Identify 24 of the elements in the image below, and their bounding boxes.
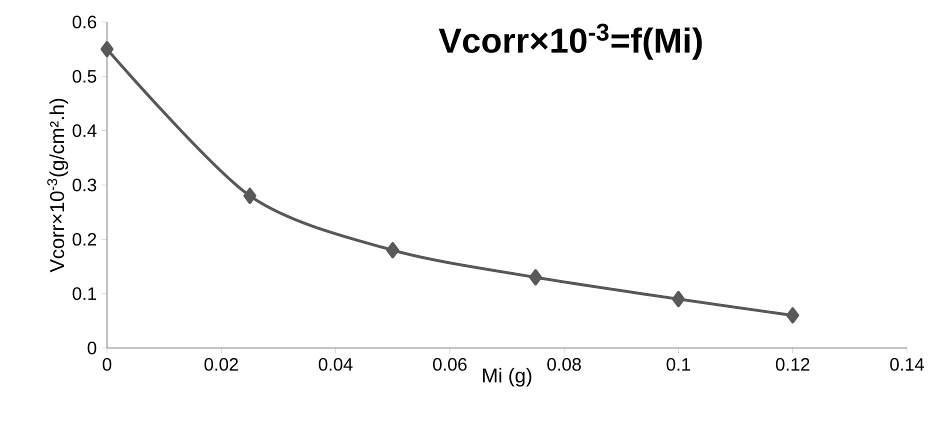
x-tick-label: 0.02: [204, 358, 238, 371]
y-tick-label: 0.3: [72, 178, 96, 192]
x-axis-title: Mi (g): [483, 368, 532, 387]
y-tick-label: 0: [88, 342, 96, 354]
chart-title: Vcorr×10$^{-3}$=f(Mi): [438, 24, 702, 60]
point: [243, 188, 256, 204]
x-tick-label: 0.14: [890, 358, 924, 371]
x-tick-label: 0.12: [776, 358, 810, 371]
y-tick-label: 0.2: [72, 232, 96, 246]
y-tick-label: 0.6: [72, 16, 96, 28]
x-tick-label: 0.1: [666, 358, 690, 371]
x-tick-label: 0: [102, 358, 112, 371]
y-tick-label: 0.1: [72, 287, 96, 300]
point: [100, 41, 114, 58]
point: [672, 290, 685, 308]
point: [386, 242, 400, 258]
y-axis-title: Vcorr×10$^{-3}$(g/cm².h): [47, 98, 68, 272]
x-tick-label: 0.04: [318, 358, 353, 371]
x-tick-label: 0.08: [547, 358, 581, 371]
x-tick-label: 0.06: [433, 358, 467, 371]
point: [529, 269, 542, 286]
y-tick-label: 0.5: [72, 70, 96, 83]
point: [786, 307, 800, 324]
y-tick-label: 0.4: [72, 124, 96, 138]
